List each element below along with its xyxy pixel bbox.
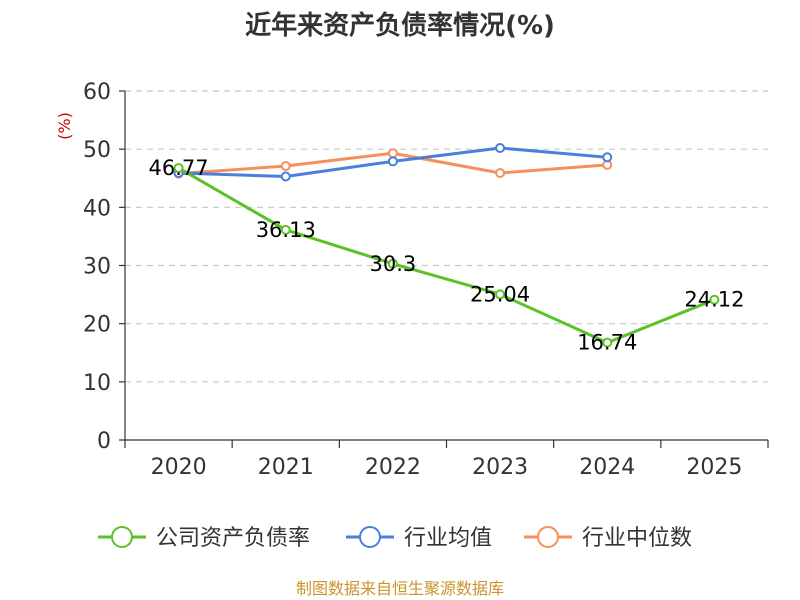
y-axis-label: (%) <box>55 112 74 140</box>
chart-title: 近年来资产负债率情况(%) <box>245 10 555 41</box>
y-tick-label: 20 <box>83 313 111 338</box>
x-tick-label: 2022 <box>365 455 421 480</box>
data-point <box>495 289 506 300</box>
x-tick-label: 2025 <box>686 455 742 480</box>
data-point <box>602 337 613 348</box>
x-tick-label: 2021 <box>258 455 314 480</box>
data-label: 24.12 <box>684 288 744 312</box>
data-label: 46.77 <box>149 156 209 180</box>
legend-swatch-marker <box>359 526 381 548</box>
legend-label: 行业均值 <box>404 526 492 551</box>
y-tick-label: 40 <box>83 196 111 221</box>
data-label: 16.74 <box>577 331 637 355</box>
legend-swatch-marker <box>111 526 133 548</box>
data-point <box>602 152 613 163</box>
data-point <box>280 224 291 235</box>
data-point <box>387 148 398 159</box>
legend-label: 公司资产负债率 <box>156 526 310 551</box>
data-point <box>387 156 398 167</box>
data-point <box>280 161 291 172</box>
x-tick-label: 2023 <box>472 455 528 480</box>
x-tick-label: 2024 <box>579 455 635 480</box>
data-label: 36.13 <box>256 218 316 242</box>
data-point <box>387 258 398 269</box>
x-tick-label: 2020 <box>151 455 207 480</box>
series-line <box>177 166 715 345</box>
legend-swatch-marker <box>537 526 559 548</box>
legend-label: 行业中位数 <box>582 526 692 551</box>
data-point <box>495 168 506 179</box>
y-tick-label: 0 <box>97 429 111 454</box>
data-point <box>709 294 720 305</box>
source-note: 制图数据来自恒生聚源数据库 <box>296 579 504 598</box>
data-label: 30.3 <box>370 252 417 276</box>
data-point <box>495 143 506 154</box>
legend: 公司资产负债率 行业均值 行业中位数 <box>98 526 692 551</box>
axes: 0 10 20 30 40 50 60 2020 2021 2022 2023 2024 2025 <box>83 80 769 480</box>
y-tick-label: 50 <box>83 138 111 163</box>
y-tick-label: 60 <box>83 80 111 105</box>
data-point <box>280 171 291 182</box>
data-labels: 46.77 36.13 30.3 25.04 16.74 24.12 <box>149 156 745 355</box>
series-lines <box>173 143 720 348</box>
data-point <box>173 162 184 173</box>
data-label: 25.04 <box>470 282 530 306</box>
y-tick-label: 10 <box>83 371 111 396</box>
grid-lines <box>125 90 768 383</box>
y-tick-label: 30 <box>83 255 111 280</box>
